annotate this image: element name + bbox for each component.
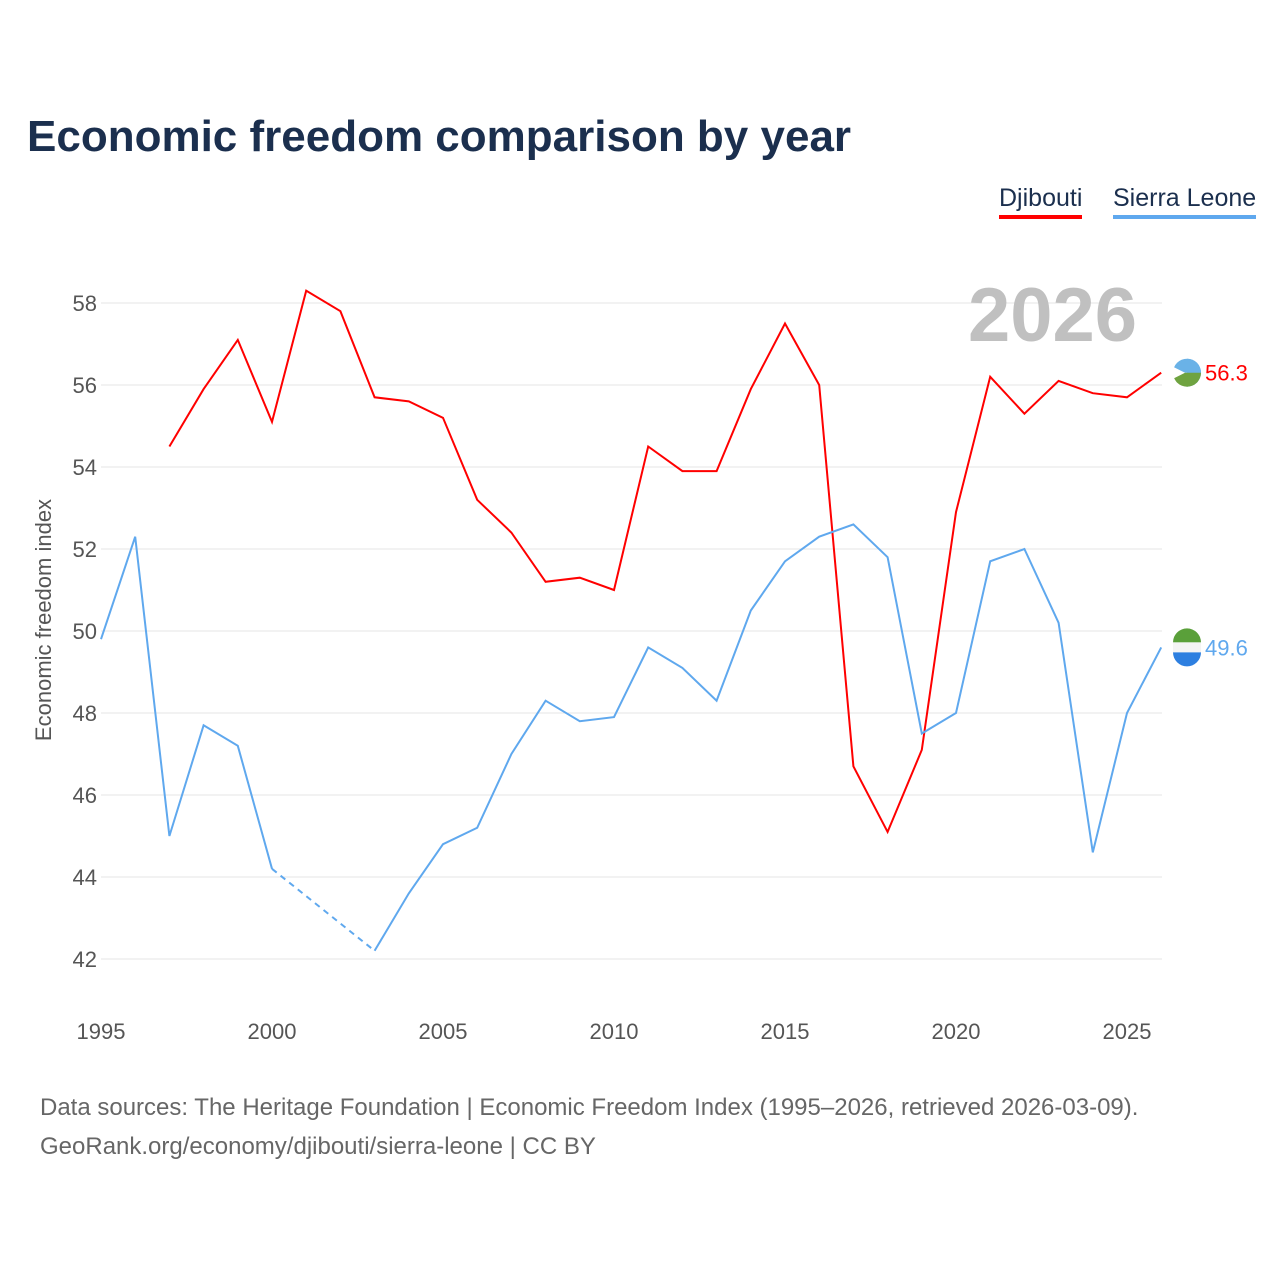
x-tick-label: 2010 [590, 1019, 639, 1044]
y-tick-label: 56 [73, 373, 97, 398]
series-line-djibouti [168, 289, 1162, 835]
x-tick-label: 2000 [248, 1019, 297, 1044]
y-tick-label: 46 [73, 783, 97, 808]
flag-djibouti-icon [1173, 358, 1201, 373]
x-tick-label: 2005 [419, 1019, 468, 1044]
x-tick-label: 1995 [77, 1019, 126, 1044]
current-year-label: 2026 [968, 273, 1138, 358]
footer: Data sources: The Heritage Foundation | … [40, 1088, 1138, 1166]
gap-line [271, 868, 376, 952]
end-value-label: 49.6 [1205, 635, 1248, 660]
y-tick-label: 52 [73, 537, 97, 562]
y-tick-label: 44 [73, 865, 97, 890]
flag-djibouti-icon [1173, 372, 1201, 387]
series-line-sierra-leone [373, 523, 1163, 952]
source-text: Data sources: The Heritage Foundation | … [40, 1094, 1139, 1121]
flag-sierra-leone-icon [1173, 628, 1201, 643]
legend-sierra-leone[interactable]: Sierra Leone [1113, 184, 1257, 219]
end-value-label: 56.3 [1205, 361, 1248, 386]
y-tick-label: 48 [73, 701, 97, 726]
y-tick-label: 42 [73, 947, 97, 972]
chart-title: Economic freedom comparison by year [27, 112, 852, 161]
source-link[interactable]: GeoRank.org/economy/djibouti/sierra-leon… [40, 1133, 596, 1160]
flag-sierra-leone-icon [1173, 652, 1201, 667]
x-tick-label: 2015 [761, 1019, 810, 1044]
y-tick-label: 54 [73, 455, 97, 480]
flag-sierra-leone-icon [1173, 642, 1201, 653]
y-tick-label: 50 [73, 619, 97, 644]
x-tick-label: 2020 [932, 1019, 981, 1044]
x-tick-label: 2025 [1103, 1019, 1152, 1044]
y-tick-label: 58 [73, 291, 97, 316]
legend-djibouti[interactable]: Djibouti [999, 184, 1083, 219]
series-line-sierra-leone [100, 536, 273, 870]
flag-djibouti-icon [1173, 366, 1185, 379]
